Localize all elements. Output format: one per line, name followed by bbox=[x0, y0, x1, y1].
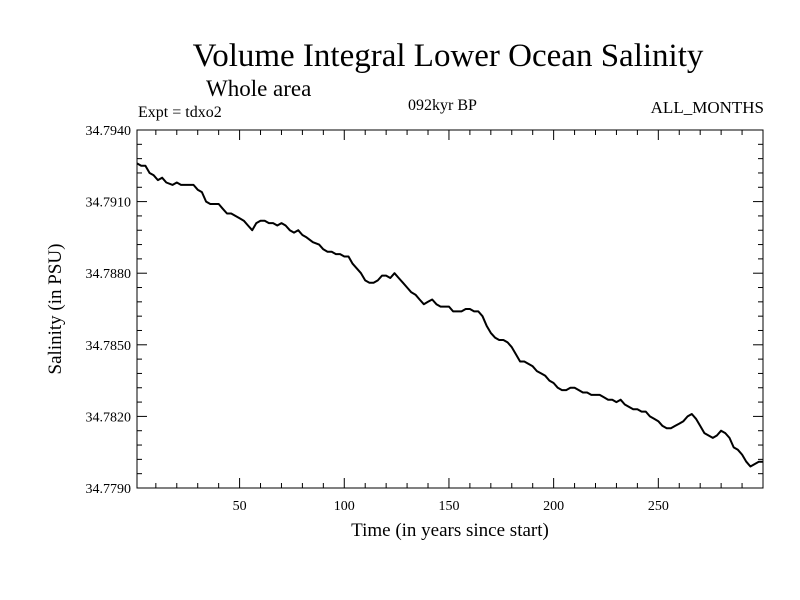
y-tick-label: 34.7820 bbox=[86, 410, 132, 425]
months-label: ALL_MONTHS bbox=[650, 98, 764, 117]
period-label: 092kyr BP bbox=[408, 97, 477, 114]
y-tick-label: 34.7850 bbox=[86, 339, 132, 354]
x-tick-label: 250 bbox=[648, 499, 669, 514]
x-axis-title: Time (in years since start) bbox=[351, 520, 549, 541]
x-tick-label: 150 bbox=[438, 499, 459, 514]
x-tick-label: 50 bbox=[233, 499, 247, 514]
y-tick-label: 34.7790 bbox=[86, 482, 132, 497]
minor-ticks bbox=[137, 130, 763, 488]
x-tick-label: 100 bbox=[334, 499, 355, 514]
y-tick-label: 34.7880 bbox=[86, 267, 132, 282]
plot-frame bbox=[136, 129, 764, 489]
experiment-label: Expt = tdxo2 bbox=[138, 104, 222, 121]
y-axis-title: Salinity (in PSU) bbox=[45, 244, 66, 375]
y-tick-label: 34.7910 bbox=[86, 196, 132, 211]
x-tick-labels: 50 100 150 200 250 bbox=[233, 499, 669, 514]
series-line bbox=[136, 162, 763, 468]
x-tick-label: 200 bbox=[543, 499, 564, 514]
y-tick-label: 34.7940 bbox=[86, 124, 132, 139]
chart-title: Volume Integral Lower Ocean Salinity bbox=[192, 38, 704, 74]
y-tick-labels: 34.7790 34.7820 34.7850 34.7880 34.7910 34.79… bbox=[86, 124, 132, 497]
chart-subtitle: Whole area bbox=[206, 76, 312, 101]
